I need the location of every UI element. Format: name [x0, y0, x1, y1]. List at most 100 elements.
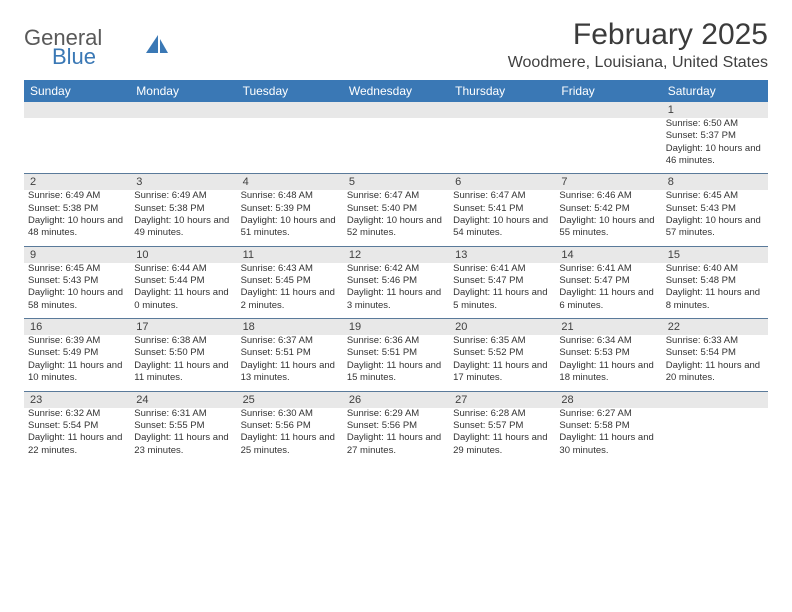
sunrise-line: Sunrise: 6:39 AM — [28, 335, 126, 347]
week-row: Sunrise: 6:39 AMSunset: 5:49 PM Daylight:… — [24, 335, 768, 391]
sail-icon — [144, 33, 170, 55]
day-number: 21 — [555, 319, 661, 335]
sunset-line: Sunset: 5:45 PM — [241, 275, 339, 287]
day-cell: Sunrise: 6:39 AMSunset: 5:49 PMDaylight:… — [24, 335, 130, 390]
day-cell: Sunrise: 6:46 AMSunset: 5:42 PMDaylight:… — [555, 190, 661, 245]
day-number — [555, 102, 661, 118]
sunset-line: Sunset: 5:47 PM — [559, 275, 657, 287]
week-row: Sunrise: 6:50 AMSunset: 5:37 PMDaylight:… — [24, 118, 768, 174]
day-cell: Sunrise: 6:49 AMSunset: 5:38 PMDaylight:… — [24, 190, 130, 245]
sunrise-line: Sunrise: 6:29 AM — [347, 408, 445, 420]
sunrise-line: Sunrise: 6:49 AM — [28, 190, 126, 202]
sunrise-line: Sunrise: 6:49 AM — [134, 190, 232, 202]
day-cell: Sunrise: 6:41 AMSunset: 5:47 PMDaylight:… — [555, 263, 661, 318]
sunset-line: Sunset: 5:42 PM — [559, 203, 657, 215]
daylight-line: Daylight: 11 hours and 5 minutes. — [453, 287, 551, 312]
sunset-line: Sunset: 5:55 PM — [134, 420, 232, 432]
sunrise-line: Sunrise: 6:41 AM — [559, 263, 657, 275]
day-cell — [343, 118, 449, 173]
day-number: 15 — [662, 247, 768, 263]
daynum-row: 9101112131415 — [24, 247, 768, 263]
day-number: 17 — [130, 319, 236, 335]
sunrise-line: Sunrise: 6:31 AM — [134, 408, 232, 420]
sunrise-line: Sunrise: 6:37 AM — [241, 335, 339, 347]
daylight-line: Daylight: 11 hours and 25 minutes. — [241, 432, 339, 457]
sunrise-line: Sunrise: 6:46 AM — [559, 190, 657, 202]
day-cell: Sunrise: 6:44 AMSunset: 5:44 PMDaylight:… — [130, 263, 236, 318]
daylight-line: Daylight: 11 hours and 2 minutes. — [241, 287, 339, 312]
day-number — [24, 102, 130, 118]
day-cell: Sunrise: 6:31 AMSunset: 5:55 PMDaylight:… — [130, 408, 236, 463]
sunset-line: Sunset: 5:51 PM — [241, 347, 339, 359]
day-number: 11 — [237, 247, 343, 263]
day-cell: Sunrise: 6:36 AMSunset: 5:51 PMDaylight:… — [343, 335, 449, 390]
day-number: 3 — [130, 174, 236, 190]
daylight-line: Daylight: 11 hours and 11 minutes. — [134, 360, 232, 385]
sunset-line: Sunset: 5:56 PM — [241, 420, 339, 432]
month-title: February 2025 — [508, 18, 768, 52]
day-cell: Sunrise: 6:45 AMSunset: 5:43 PMDaylight:… — [24, 263, 130, 318]
day-cell: Sunrise: 6:33 AMSunset: 5:54 PMDaylight:… — [662, 335, 768, 390]
day-number: 18 — [237, 319, 343, 335]
daylight-line: Daylight: 10 hours and 48 minutes. — [28, 215, 126, 240]
sunset-line: Sunset: 5:51 PM — [347, 347, 445, 359]
daylight-line: Daylight: 11 hours and 22 minutes. — [28, 432, 126, 457]
day-cell — [555, 118, 661, 173]
sunset-line: Sunset: 5:39 PM — [241, 203, 339, 215]
day-number — [449, 102, 555, 118]
weekday-label: Monday — [130, 80, 236, 102]
weekday-label: Sunday — [24, 80, 130, 102]
day-cell: Sunrise: 6:34 AMSunset: 5:53 PMDaylight:… — [555, 335, 661, 390]
sunset-line: Sunset: 5:54 PM — [28, 420, 126, 432]
daylight-line: Daylight: 11 hours and 0 minutes. — [134, 287, 232, 312]
weekday-label: Tuesday — [237, 80, 343, 102]
weekday-label: Wednesday — [343, 80, 449, 102]
day-cell: Sunrise: 6:35 AMSunset: 5:52 PMDaylight:… — [449, 335, 555, 390]
day-number: 12 — [343, 247, 449, 263]
sunrise-line: Sunrise: 6:48 AM — [241, 190, 339, 202]
day-cell: Sunrise: 6:27 AMSunset: 5:58 PMDaylight:… — [555, 408, 661, 463]
sunrise-line: Sunrise: 6:36 AM — [347, 335, 445, 347]
sunset-line: Sunset: 5:44 PM — [134, 275, 232, 287]
weekday-label: Thursday — [449, 80, 555, 102]
sunrise-line: Sunrise: 6:44 AM — [134, 263, 232, 275]
day-cell: Sunrise: 6:42 AMSunset: 5:46 PMDaylight:… — [343, 263, 449, 318]
daylight-line: Daylight: 10 hours and 49 minutes. — [134, 215, 232, 240]
daylight-line: Daylight: 11 hours and 17 minutes. — [453, 360, 551, 385]
day-number: 14 — [555, 247, 661, 263]
week-row: Sunrise: 6:45 AMSunset: 5:43 PMDaylight:… — [24, 263, 768, 319]
sunset-line: Sunset: 5:46 PM — [347, 275, 445, 287]
daylight-line: Daylight: 11 hours and 15 minutes. — [347, 360, 445, 385]
sunset-line: Sunset: 5:52 PM — [453, 347, 551, 359]
sunrise-line: Sunrise: 6:42 AM — [347, 263, 445, 275]
week-row: Sunrise: 6:49 AMSunset: 5:38 PMDaylight:… — [24, 190, 768, 246]
day-number: 13 — [449, 247, 555, 263]
sunset-line: Sunset: 5:50 PM — [134, 347, 232, 359]
daylight-line: Daylight: 11 hours and 13 minutes. — [241, 360, 339, 385]
daylight-line: Daylight: 11 hours and 27 minutes. — [347, 432, 445, 457]
day-number: 10 — [130, 247, 236, 263]
sunset-line: Sunset: 5:56 PM — [347, 420, 445, 432]
header: General Blue February 2025 Woodmere, Lou… — [24, 18, 768, 72]
daylight-line: Daylight: 10 hours and 58 minutes. — [28, 287, 126, 312]
title-block: February 2025 Woodmere, Louisiana, Unite… — [508, 18, 768, 72]
sunset-line: Sunset: 5:57 PM — [453, 420, 551, 432]
day-number: 28 — [555, 392, 661, 408]
day-cell — [24, 118, 130, 173]
sunset-line: Sunset: 5:49 PM — [28, 347, 126, 359]
day-number: 27 — [449, 392, 555, 408]
day-cell: Sunrise: 6:38 AMSunset: 5:50 PMDaylight:… — [130, 335, 236, 390]
sunset-line: Sunset: 5:37 PM — [666, 130, 764, 142]
day-cell: Sunrise: 6:32 AMSunset: 5:54 PMDaylight:… — [24, 408, 130, 463]
sunrise-line: Sunrise: 6:40 AM — [666, 263, 764, 275]
day-number: 5 — [343, 174, 449, 190]
daylight-line: Daylight: 11 hours and 3 minutes. — [347, 287, 445, 312]
sunset-line: Sunset: 5:43 PM — [666, 203, 764, 215]
sunset-line: Sunset: 5:41 PM — [453, 203, 551, 215]
daynum-row: 1 — [24, 102, 768, 118]
day-cell: Sunrise: 6:50 AMSunset: 5:37 PMDaylight:… — [662, 118, 768, 173]
day-cell: Sunrise: 6:47 AMSunset: 5:40 PMDaylight:… — [343, 190, 449, 245]
sunset-line: Sunset: 5:48 PM — [666, 275, 764, 287]
day-number — [343, 102, 449, 118]
weekday-label: Saturday — [662, 80, 768, 102]
